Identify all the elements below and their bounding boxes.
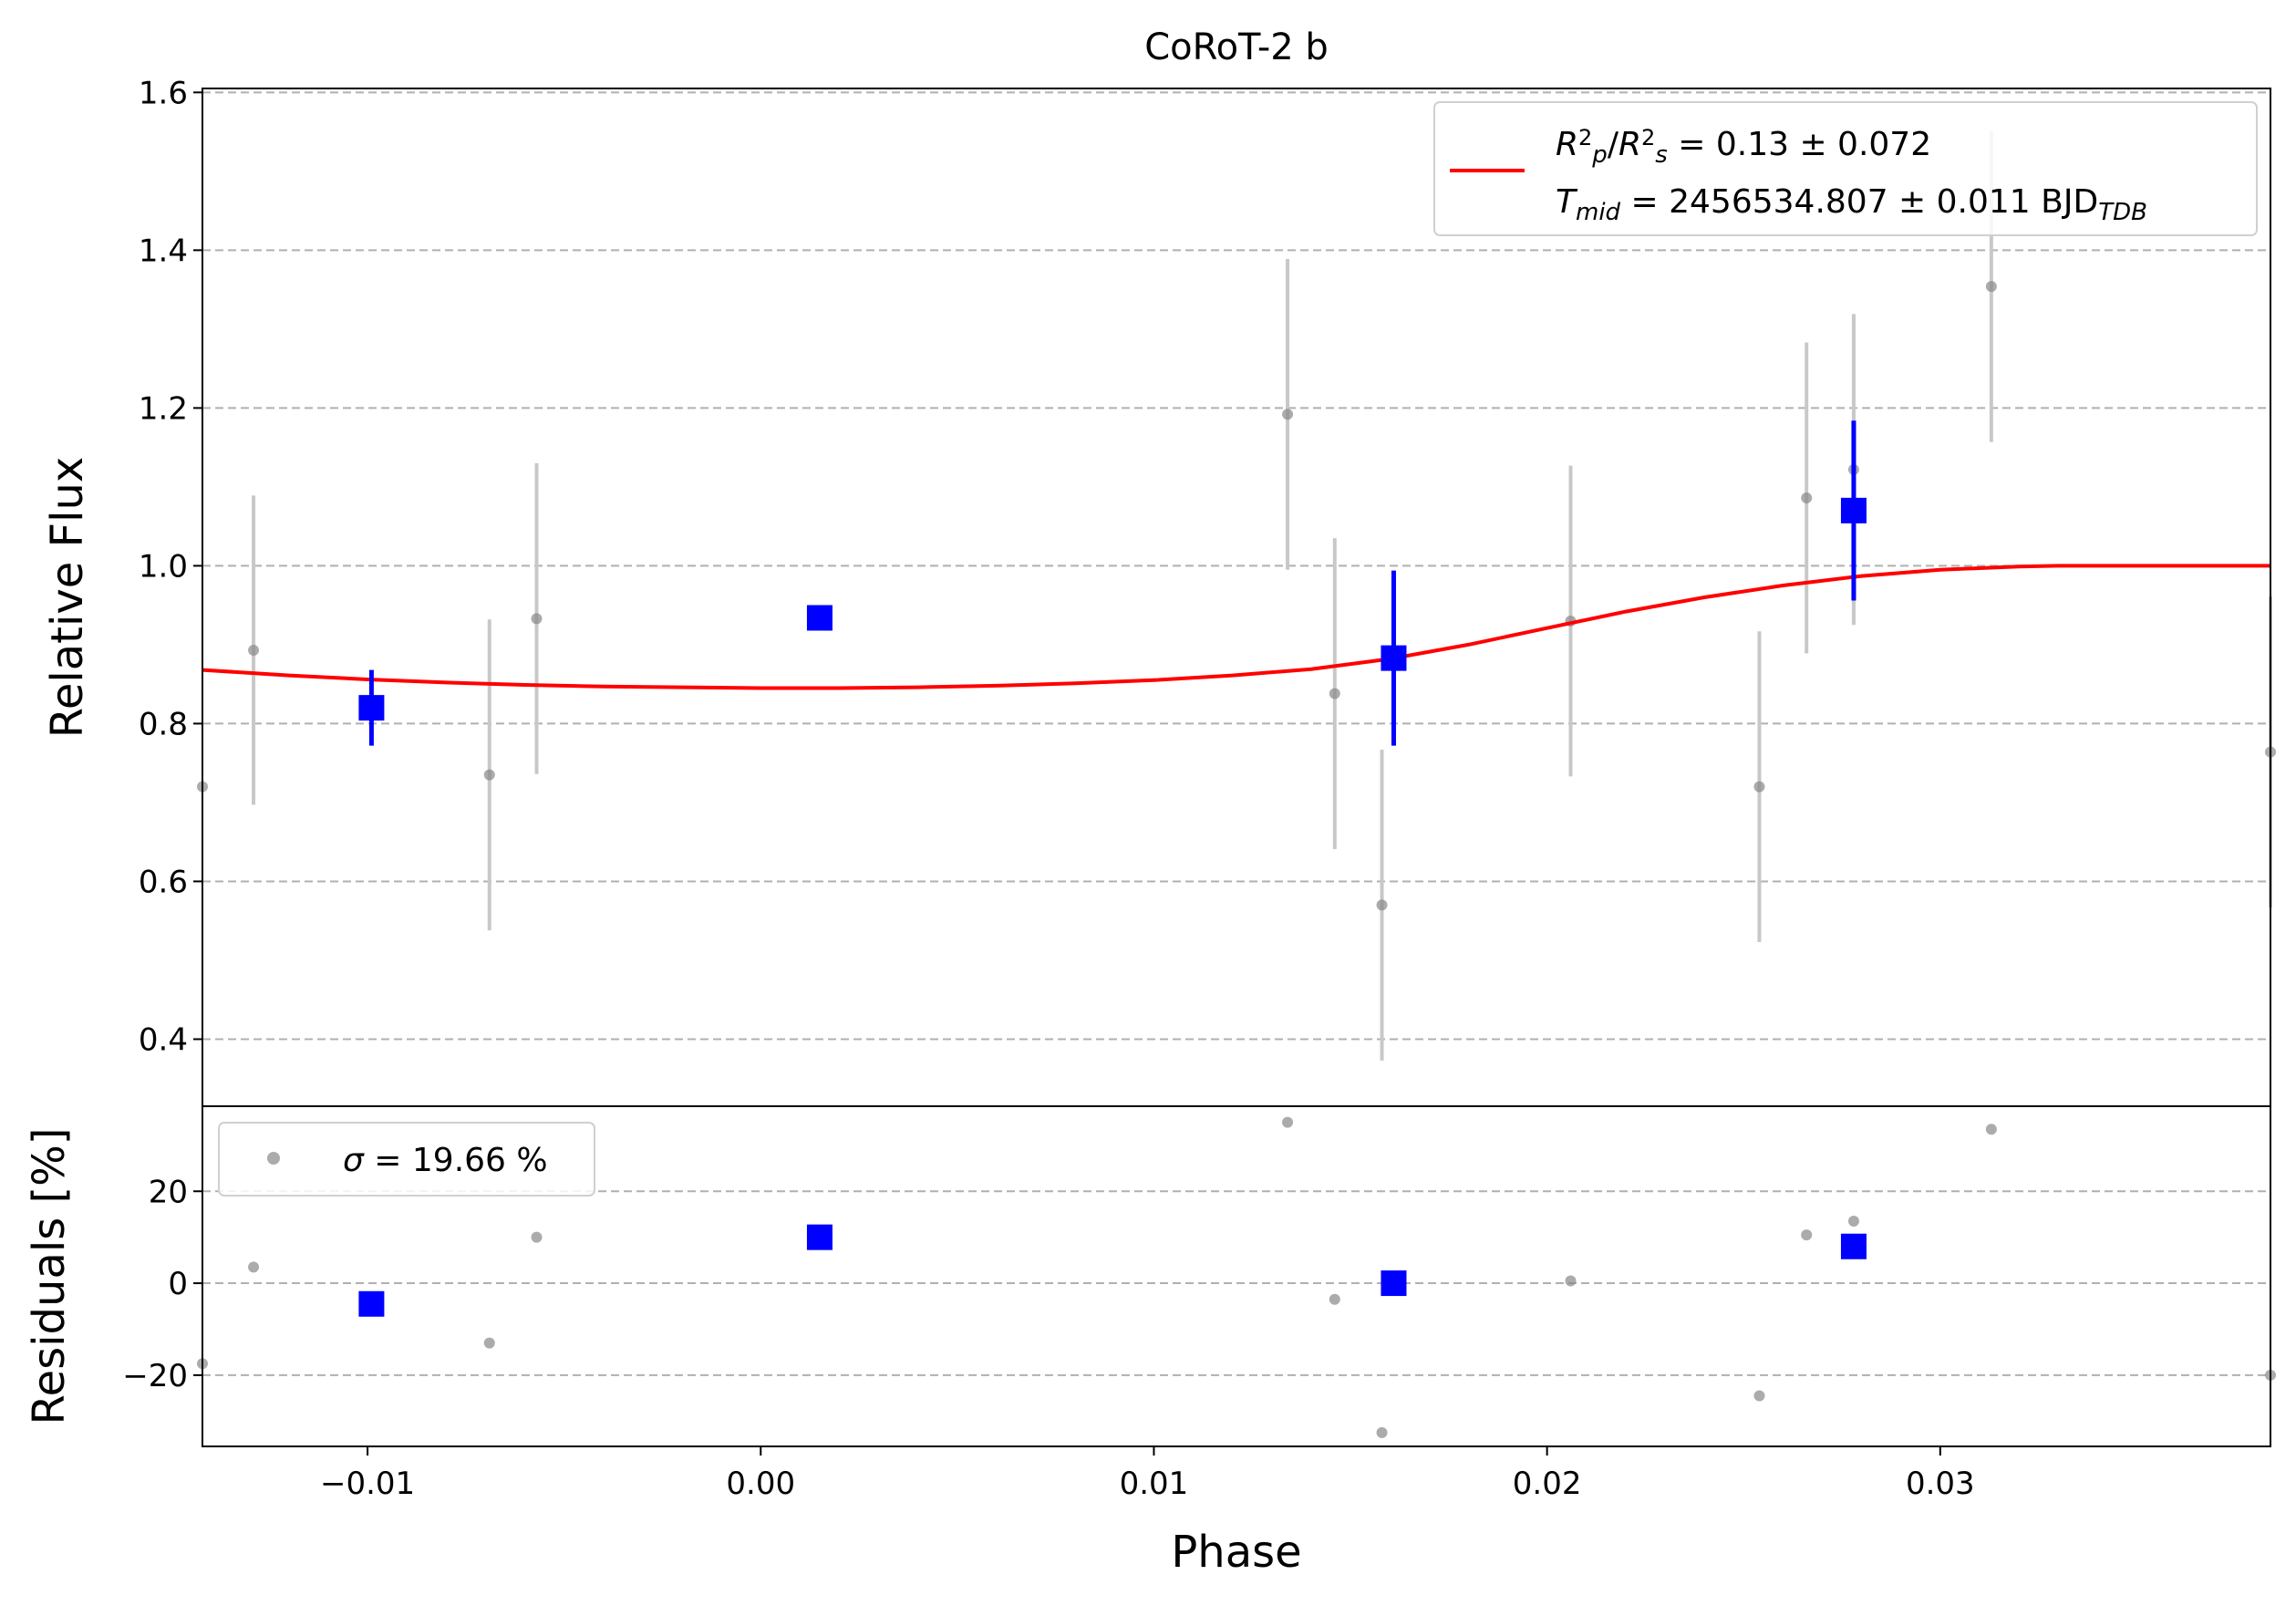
legend-residual-marker <box>267 1152 280 1165</box>
x-tick-label: 0.03 <box>1906 1466 1975 1502</box>
residual-raw-point <box>1565 1275 1577 1287</box>
main-y-tick-label: 1.6 <box>139 75 188 111</box>
residual-raw-point <box>483 1337 495 1349</box>
binned-data-point <box>806 605 833 631</box>
residual-binned-point <box>1381 1270 1407 1297</box>
residuals-legend: σ = 19.66 % <box>218 1122 595 1197</box>
residuals-y-ticks: −20 0 20 <box>122 1174 202 1394</box>
raw-data-point <box>1985 281 1997 293</box>
residuals-legend-box <box>218 1122 595 1197</box>
residual-raw-point <box>1753 1390 1765 1402</box>
raw-data-point <box>483 769 495 781</box>
legend-text-part: mid <box>1576 199 1621 226</box>
legend-text-part: = 2456534.807 ± 0.011 BJD <box>1620 183 2098 221</box>
residuals-y-tick-label: 20 <box>149 1174 188 1210</box>
residuals-y-tick-label: −20 <box>122 1358 188 1394</box>
residual-raw-point <box>1985 1124 1997 1135</box>
residual-binned-point <box>806 1224 833 1250</box>
main-y-tick-label: 1.0 <box>139 548 188 585</box>
legend-text-part: σ <box>343 1142 365 1179</box>
y-axis-label: Relative Flux <box>42 457 93 739</box>
residuals-panel: −20 0 20 −0.01 0.00 0.01 0.02 0.03 Residuals [… <box>24 1105 2276 1578</box>
residuals-y-tick-label: 0 <box>168 1266 188 1302</box>
x-tick-label: 0.00 <box>726 1466 795 1502</box>
legend-text-part: = 0.13 ± 0.072 <box>1668 126 1931 163</box>
residual-raw-point <box>1376 1426 1388 1438</box>
x-tick-label: 0.02 <box>1513 1466 1582 1502</box>
main-panel: 0.40.60.81.01.21.41.6 Relative Flux R2p/… <box>42 75 2276 1107</box>
main-y-tick-label: 1.4 <box>139 233 188 269</box>
raw-data-point <box>1801 492 1813 503</box>
residual-raw-point <box>1801 1229 1813 1241</box>
residual-binned-point <box>1840 1233 1867 1259</box>
legend-text-part: TDB <box>2098 199 2147 226</box>
legend-text-part: / <box>1608 126 1619 163</box>
main-binned-points <box>358 420 1867 746</box>
main-y-ticks: 0.4 0.6 0.8 1.0 1.2 1.4 1.6 <box>139 75 202 1058</box>
residual-binned-point <box>358 1290 385 1317</box>
main-y-tick-label: 0.4 <box>139 1021 188 1058</box>
legend-text-part: T <box>1556 183 1578 221</box>
raw-data-point <box>531 613 543 625</box>
legend-text-part: R <box>1619 126 1641 163</box>
chart-title: CoRoT-2 b <box>1144 26 1329 68</box>
x-tick-label: 0.01 <box>1120 1466 1189 1502</box>
legend-text-part: 2 <box>1578 125 1592 150</box>
residual-raw-point <box>1847 1216 1859 1228</box>
residual-raw-point <box>248 1261 260 1273</box>
legend-text-part: p <box>1591 141 1608 169</box>
residuals-y-axis-label: Residuals [%] <box>24 1127 75 1425</box>
x-ticks: −0.01 0.00 0.01 0.02 0.03 <box>320 1446 1975 1502</box>
main-legend: R2p/R2s = 0.13 ± 0.072 Tmid = 2456534.80… <box>1433 101 2258 236</box>
main-y-tick-label: 1.2 <box>139 390 188 427</box>
legend-sigma: σ = 19.66 % <box>343 1142 548 1179</box>
binned-data-point <box>1840 497 1867 523</box>
legend-text-part: R <box>1556 126 1578 163</box>
raw-data-point <box>248 644 260 656</box>
main-y-tick-label: 0.8 <box>139 706 188 742</box>
raw-data-point <box>1282 409 1294 420</box>
raw-data-point <box>1376 899 1388 911</box>
x-tick-label: −0.01 <box>320 1466 415 1502</box>
main-y-tick-label: 0.6 <box>139 864 188 900</box>
legend-text-part: 2 <box>1641 125 1655 150</box>
residuals-gridlines <box>202 1190 2270 1376</box>
residual-raw-point <box>531 1231 543 1243</box>
residuals-plot-frame <box>202 1105 2271 1447</box>
residual-raw-point <box>1282 1116 1294 1128</box>
model-curve <box>202 564 2270 690</box>
raw-data-point <box>1753 781 1765 793</box>
main-raw-points <box>197 130 2276 1061</box>
x-axis-label: Phase <box>1171 1527 1301 1578</box>
raw-data-point <box>1329 688 1340 699</box>
residual-raw-point <box>1329 1293 1340 1305</box>
main-gridlines <box>202 91 2270 1041</box>
binned-data-point <box>1381 645 1407 671</box>
legend-text-part: s <box>1655 141 1668 169</box>
main-plot-frame <box>202 88 2271 1107</box>
legend-mid-time: Tmid = 2456534.807 ± 0.011 BJDTDB <box>1556 183 2147 226</box>
residuals-binned-points <box>358 1224 1867 1317</box>
legend-radius-ratio: R2p/R2s = 0.13 ± 0.072 <box>1556 125 1931 169</box>
main-legend-box <box>1433 101 2258 236</box>
legend-text-part: = 19.66 % <box>364 1142 548 1179</box>
binned-data-point <box>358 695 385 721</box>
